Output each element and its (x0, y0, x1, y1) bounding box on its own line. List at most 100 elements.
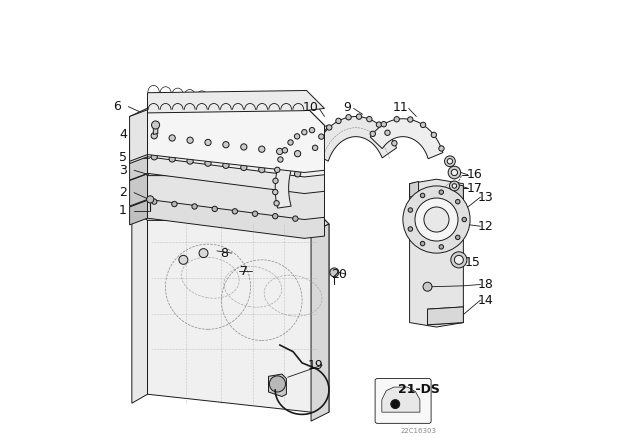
Polygon shape (371, 119, 443, 159)
Circle shape (394, 116, 399, 122)
Polygon shape (132, 206, 148, 403)
Circle shape (241, 164, 247, 171)
Polygon shape (130, 174, 324, 194)
Circle shape (292, 216, 298, 221)
Polygon shape (130, 200, 324, 220)
Polygon shape (130, 134, 148, 164)
Text: 10: 10 (303, 101, 319, 114)
Circle shape (448, 166, 461, 179)
Circle shape (187, 137, 193, 143)
Circle shape (462, 217, 467, 222)
Polygon shape (454, 184, 463, 199)
Circle shape (408, 208, 413, 212)
Circle shape (232, 209, 237, 214)
Polygon shape (132, 206, 329, 233)
Circle shape (294, 134, 300, 139)
Circle shape (151, 133, 157, 139)
Polygon shape (410, 179, 463, 327)
Circle shape (403, 186, 470, 253)
Text: 15: 15 (465, 255, 480, 269)
Circle shape (273, 190, 278, 195)
Circle shape (212, 206, 218, 211)
Polygon shape (130, 155, 148, 180)
Circle shape (169, 135, 175, 141)
Circle shape (330, 268, 339, 277)
Circle shape (420, 241, 425, 246)
Circle shape (273, 178, 278, 184)
Circle shape (172, 201, 177, 207)
Text: 13: 13 (478, 190, 493, 204)
Text: 20: 20 (332, 267, 348, 281)
Circle shape (381, 121, 387, 127)
Circle shape (452, 184, 457, 188)
Text: 19: 19 (308, 358, 323, 372)
Polygon shape (148, 134, 324, 177)
Circle shape (420, 193, 425, 198)
Text: 6: 6 (113, 100, 122, 113)
Circle shape (259, 166, 265, 173)
Circle shape (456, 199, 460, 204)
Circle shape (147, 196, 154, 203)
Polygon shape (130, 174, 148, 206)
Circle shape (275, 167, 280, 172)
Circle shape (408, 227, 413, 231)
Text: 1: 1 (119, 204, 127, 217)
Circle shape (288, 140, 293, 145)
Polygon shape (269, 374, 287, 396)
Text: 5: 5 (119, 151, 127, 164)
Circle shape (431, 132, 436, 138)
Circle shape (447, 159, 452, 164)
Text: 22C16303: 22C16303 (401, 428, 436, 434)
Circle shape (205, 139, 211, 146)
Circle shape (241, 144, 247, 150)
Text: 12: 12 (478, 220, 493, 233)
Circle shape (326, 125, 332, 130)
Circle shape (152, 199, 157, 204)
Circle shape (319, 134, 324, 139)
Circle shape (346, 115, 351, 120)
Circle shape (439, 190, 444, 194)
Circle shape (392, 141, 397, 146)
Circle shape (179, 255, 188, 264)
Circle shape (312, 145, 318, 151)
Text: 7: 7 (240, 264, 248, 278)
Circle shape (456, 235, 460, 240)
Circle shape (294, 151, 301, 157)
Circle shape (424, 207, 449, 232)
Text: 21-DS: 21-DS (397, 383, 440, 396)
Polygon shape (148, 90, 324, 113)
Polygon shape (130, 108, 324, 128)
Circle shape (445, 156, 455, 167)
Circle shape (385, 130, 390, 135)
Polygon shape (148, 108, 324, 172)
Circle shape (151, 154, 157, 160)
Circle shape (376, 122, 381, 127)
Circle shape (309, 127, 315, 133)
Polygon shape (130, 134, 324, 155)
FancyBboxPatch shape (375, 379, 431, 423)
Polygon shape (311, 224, 329, 421)
Text: 4: 4 (119, 128, 127, 141)
Polygon shape (313, 116, 397, 161)
Circle shape (274, 201, 279, 206)
Polygon shape (130, 200, 148, 225)
Text: 3: 3 (119, 164, 127, 177)
Polygon shape (148, 155, 324, 194)
Circle shape (423, 282, 432, 291)
Text: 8: 8 (220, 246, 228, 260)
Circle shape (408, 117, 413, 122)
Polygon shape (382, 387, 420, 412)
Circle shape (439, 146, 444, 151)
Text: 9: 9 (343, 101, 351, 114)
Polygon shape (130, 110, 148, 161)
Circle shape (301, 129, 307, 135)
Circle shape (420, 122, 426, 128)
Text: 2: 2 (119, 186, 127, 199)
Circle shape (294, 171, 301, 177)
Circle shape (187, 158, 193, 164)
Circle shape (278, 157, 283, 162)
Polygon shape (428, 307, 463, 325)
Polygon shape (275, 125, 329, 208)
Circle shape (370, 131, 376, 137)
Polygon shape (148, 174, 324, 220)
